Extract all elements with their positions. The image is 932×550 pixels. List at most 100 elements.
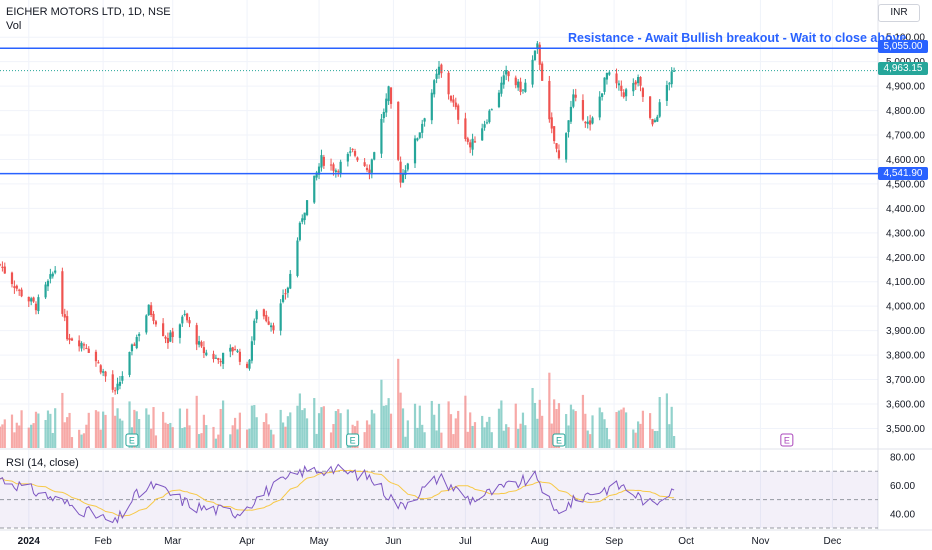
candle-body [514,77,517,86]
volume-bar [320,407,323,448]
candle-body [586,121,589,124]
candle-body [51,273,54,277]
volume-bar [233,417,237,448]
candle-body [147,304,150,316]
volume-bar [437,403,441,448]
volume-bar [584,413,587,448]
volume-bar [454,418,457,448]
volume-bar [620,409,623,448]
volume-bar [334,411,337,448]
rsi-band-fill [0,471,878,528]
candle-body [30,298,33,302]
candle-body [565,133,568,160]
price-candles [0,41,676,395]
candle-body [164,336,167,339]
price-tick-label: 4,800.00 [886,106,925,117]
volume-bar [152,407,155,448]
candle-body [502,75,505,85]
candle-body [497,92,501,108]
volume-bar [634,432,637,448]
candle-body [286,287,289,293]
volume-bar [533,402,537,448]
candle-body [581,100,585,120]
candle-body [20,289,23,297]
volume-bar [37,413,40,448]
candle-body [653,120,657,123]
volume-bar [178,408,182,448]
volume-bar [162,411,165,448]
candle-body [423,118,426,122]
volume-bar [332,424,335,448]
volume-bar [15,422,18,448]
volume-bar [632,429,635,448]
time-tick-label: Dec [824,536,842,547]
rsi-axis[interactable]: 80.00 60.00 40.00 [890,453,915,521]
volume-bar [281,422,285,448]
volume-bar [63,422,66,448]
time-axis[interactable]: 2024 Feb Mar Apr May Jun Jul Aug Sep Oct Nov Dec [18,536,842,547]
volume-bar [435,430,438,448]
volume-bar [164,422,167,448]
candle-body [483,124,486,128]
candle-body [313,175,316,203]
currency-button[interactable]: INR [878,4,920,22]
volume-bar [473,422,477,448]
volume-bar [186,408,189,448]
volume-bar [531,387,534,448]
volume-bar [284,426,287,448]
candle-body [507,71,510,77]
candle-body [128,351,131,375]
candle-body [279,303,282,331]
candle-body [368,169,371,174]
volume-bar [317,413,321,448]
volume-bar [538,399,541,448]
candle-body [473,141,477,143]
candle-body [18,289,21,291]
volume-bar [555,409,558,448]
volume-bar [87,412,90,448]
volume-bar [651,429,654,448]
candle-body [517,81,520,88]
volume-bar [637,421,640,448]
candle-body [641,88,645,97]
candle-body [658,102,661,117]
candle-body [346,153,349,162]
volume-bar [483,427,486,448]
volume-bar [452,434,455,448]
volume-bar [231,425,234,448]
volume-bar [118,418,122,448]
volume-bar [550,423,553,448]
candle-body [49,274,52,279]
volume-bar [154,435,158,448]
volume-bar [61,392,64,448]
volume-bar [433,414,436,448]
volume-bar [253,405,256,448]
volume-bar [488,416,491,448]
candle-body [245,363,249,368]
volume-bar [589,434,592,448]
candle-body [3,266,6,274]
volume-bar [78,429,81,448]
volume-bar [641,410,645,448]
candle-body [538,44,541,65]
volume-bar [121,420,124,448]
candle-body [1,266,4,268]
volume-bar [195,395,198,448]
candle-body [104,371,107,377]
volume-bar [248,428,251,448]
volume-bar [368,424,371,448]
candle-body [632,83,635,92]
candle-body [598,96,601,118]
price-tick-label: 3,800.00 [886,351,925,362]
price-axis[interactable]: 5,100.005,000.004,900.004,800.004,700.00… [886,33,925,435]
volume-bar [363,432,366,448]
volume-bar [430,400,433,448]
rsi-label: RSI (14, close) [6,457,79,469]
volume-bar [255,417,258,448]
volume-bar [418,405,421,448]
volume-bar [615,411,618,448]
candle-body [231,347,234,352]
volume-bar [653,430,657,448]
